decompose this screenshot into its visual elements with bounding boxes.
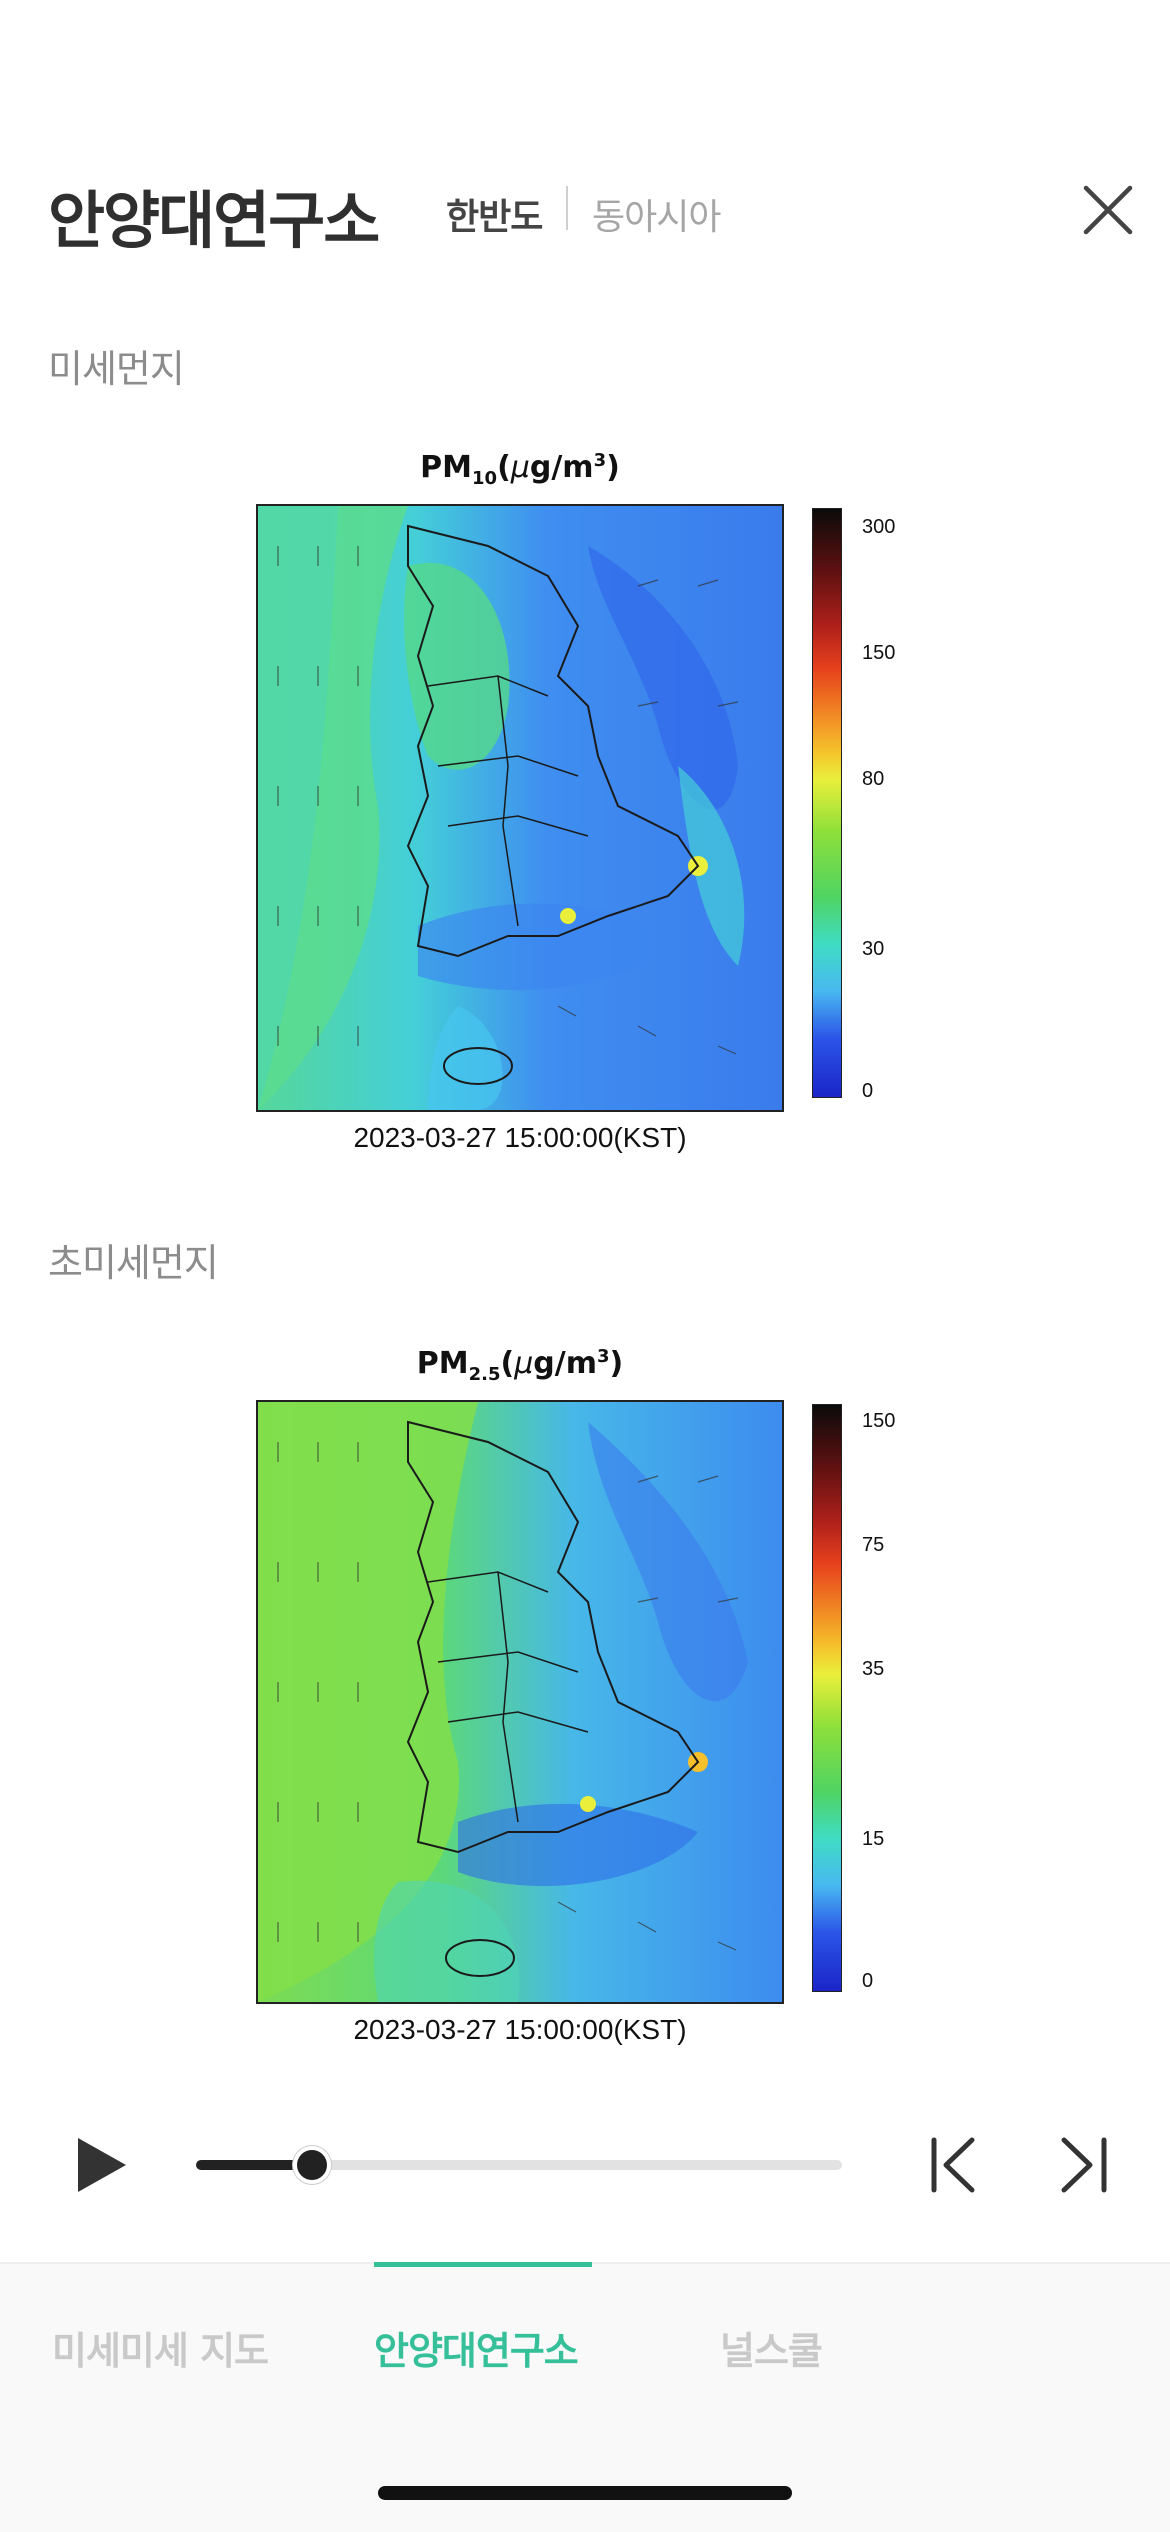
pm25-colorbar bbox=[812, 1404, 842, 1992]
pm10-map-image bbox=[258, 506, 782, 1110]
pm25-colorbar-gradient bbox=[813, 1405, 841, 1991]
timeline-progress bbox=[196, 2160, 313, 2170]
tab-misemise-map[interactable]: 미세미세 지도 bbox=[52, 2329, 269, 2373]
pm10-colorbar-gradient bbox=[813, 509, 841, 1097]
pm25-colorbar-tick: 35 bbox=[862, 1658, 885, 1680]
skip-to-end-icon[interactable] bbox=[1050, 2132, 1116, 2198]
pm25-timestamp: 2023-03-27 15:00:00(KST) bbox=[353, 2014, 687, 2045]
pm10-figure: PM10(μg/m3) bbox=[0, 440, 1170, 1170]
tab-nullschool[interactable]: 널스쿨 bbox=[720, 2329, 823, 2373]
pm10-timestamp: 2023-03-27 15:00:00(KST) bbox=[353, 1122, 687, 1153]
pm25-colorbar-tick: 150 bbox=[862, 1410, 896, 1432]
pm25-map bbox=[256, 1400, 784, 2004]
section-label-pm25: 초미세먼지 bbox=[48, 1241, 219, 1285]
pm25-colorbar-tick: 0 bbox=[862, 1970, 874, 1992]
timeline-thumb[interactable] bbox=[293, 2146, 332, 2184]
tab-anyang-lab[interactable]: 안양대연구소 bbox=[374, 2329, 579, 2373]
pm25-figure-title: PM2.5(μg/m3) bbox=[416, 1346, 624, 1385]
pm25-colorbar-tick: 75 bbox=[862, 1534, 885, 1556]
home-indicator bbox=[378, 2486, 792, 2500]
animation-player bbox=[0, 2120, 1170, 2210]
header: 안양대연구소 한반도 동아시아 bbox=[0, 160, 1170, 260]
pm10-colorbar-tick: 30 bbox=[862, 938, 885, 960]
skip-to-start-icon[interactable] bbox=[922, 2132, 988, 2198]
segment-east-asia[interactable]: 동아시아 bbox=[592, 197, 721, 238]
close-icon[interactable] bbox=[1080, 182, 1136, 238]
pm10-colorbar bbox=[812, 508, 842, 1098]
pm10-figure-title: PM10(μg/m3) bbox=[420, 450, 620, 489]
timeline-slider[interactable] bbox=[196, 2146, 842, 2184]
pm25-figure: PM2.5(μg/m3) bbox=[0, 1336, 1170, 2066]
play-icon[interactable] bbox=[72, 2134, 132, 2196]
pm25-map-image bbox=[258, 1402, 782, 2002]
segment-divider bbox=[566, 186, 568, 230]
pm10-map bbox=[256, 504, 784, 1112]
pm10-colorbar-tick: 0 bbox=[862, 1080, 874, 1102]
segment-korean-peninsula[interactable]: 한반도 bbox=[446, 197, 543, 238]
pm25-colorbar-tick: 15 bbox=[862, 1828, 885, 1850]
pm10-colorbar-tick: 150 bbox=[862, 642, 896, 664]
section-label-pm10: 미세먼지 bbox=[48, 347, 185, 391]
pm10-colorbar-tick: 80 bbox=[862, 768, 885, 790]
page-title: 안양대연구소 bbox=[48, 184, 380, 257]
active-tab-indicator bbox=[374, 2262, 592, 2267]
pm10-colorbar-tick: 300 bbox=[862, 516, 896, 538]
